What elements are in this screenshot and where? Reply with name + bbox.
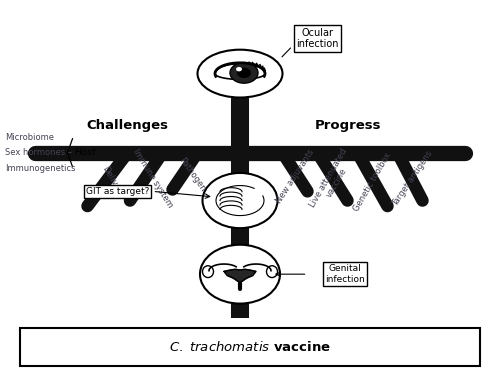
Text: New adjuvants: New adjuvants <box>274 148 316 205</box>
Text: GIT as target?: GIT as target? <box>86 187 149 196</box>
Text: Host: Host <box>75 148 97 157</box>
Polygon shape <box>215 64 265 79</box>
Polygon shape <box>224 269 256 283</box>
FancyBboxPatch shape <box>20 328 480 366</box>
Text: Genetic toolbox: Genetic toolbox <box>352 151 393 213</box>
Text: Pathogen: Pathogen <box>178 156 208 194</box>
Circle shape <box>230 63 258 83</box>
Text: Live attenuated
vaccine: Live attenuated vaccine <box>308 147 358 214</box>
Text: Immune system: Immune system <box>130 147 174 210</box>
Ellipse shape <box>198 50 282 98</box>
Circle shape <box>202 173 278 228</box>
Text: Target antigens: Target antigens <box>390 149 434 208</box>
Circle shape <box>236 67 242 71</box>
Text: Challenges: Challenges <box>86 120 168 132</box>
Text: Ocular
infection: Ocular infection <box>296 28 339 49</box>
Text: Delivery: Delivery <box>100 164 125 200</box>
Text: Progress: Progress <box>314 120 381 132</box>
Text: $\it{C.\ trachomatis}$ vaccine: $\it{C.\ trachomatis}$ vaccine <box>169 340 331 354</box>
Text: Sex hormones –: Sex hormones – <box>5 148 72 157</box>
Circle shape <box>200 245 280 304</box>
Text: Genital
infection: Genital infection <box>325 265 365 284</box>
Circle shape <box>237 68 251 78</box>
Text: Immunogenetics: Immunogenetics <box>5 164 76 173</box>
Text: Microbiome: Microbiome <box>5 133 54 142</box>
